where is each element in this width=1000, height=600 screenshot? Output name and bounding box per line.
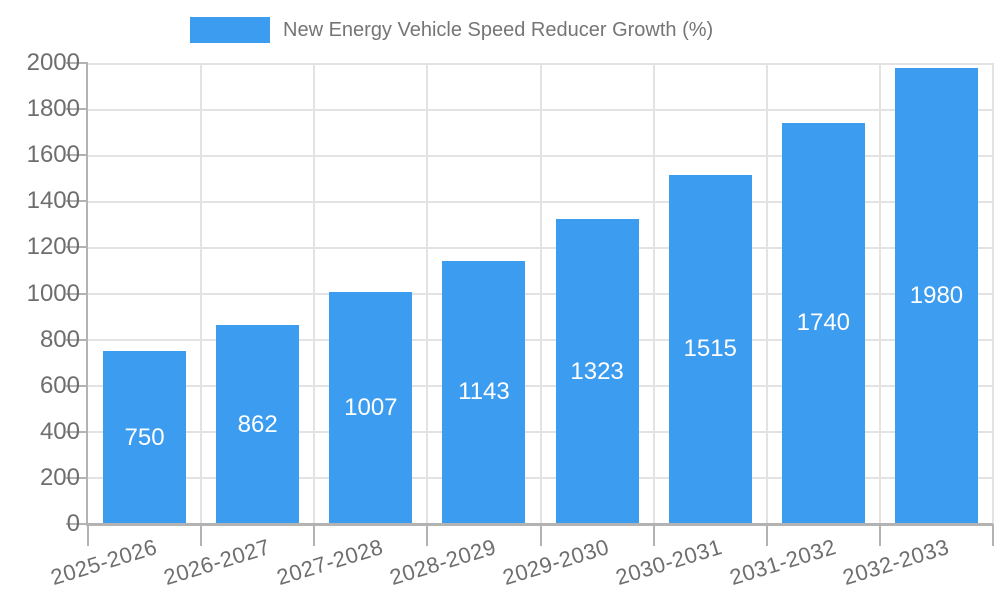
y-axis-tick	[66, 62, 88, 64]
gridline-vertical	[652, 63, 655, 524]
y-axis-tick	[66, 154, 88, 157]
legend-label: New Energy Vehicle Speed Reducer Growth …	[283, 18, 714, 41]
bar-value-label: 862	[237, 410, 278, 438]
y-axis-tick-label: 200	[39, 463, 80, 491]
gridline-vertical	[765, 63, 768, 524]
y-axis-tick	[66, 292, 88, 295]
y-axis-tick-label: 2000	[26, 49, 80, 76]
y-axis-tick	[66, 108, 88, 111]
y-axis-tick	[66, 476, 88, 479]
x-axis-tick	[765, 524, 768, 546]
bar-value-label: 1740	[796, 309, 851, 337]
gridline-vertical	[426, 63, 429, 524]
y-axis-tick-label: 400	[39, 417, 80, 445]
y-axis-tick	[66, 523, 88, 525]
bar[interactable]	[555, 219, 639, 524]
gridline-vertical	[313, 63, 316, 524]
bar[interactable]	[216, 325, 300, 524]
bar[interactable]	[781, 122, 865, 524]
x-axis-tick-label: 2028-2029	[387, 534, 500, 590]
x-axis-tick-label: 2032-2033	[839, 534, 952, 590]
legend-color-swatch	[190, 17, 270, 43]
y-axis-tick-label: 1600	[26, 141, 80, 169]
y-axis-tick	[66, 384, 88, 387]
x-axis-tick	[87, 524, 89, 546]
y-axis-tick-label: 1000	[26, 279, 80, 307]
y-axis-tick	[66, 200, 88, 203]
bar[interactable]	[668, 174, 752, 524]
x-axis-tick-label: 2025-2026	[47, 534, 160, 590]
x-axis-tick-label: 2029-2030	[500, 534, 613, 590]
y-axis-tick	[66, 246, 88, 249]
x-axis-line	[88, 523, 993, 526]
y-axis-tick-label: 1400	[26, 187, 80, 215]
x-axis-tick-label: 2030-2031	[613, 534, 726, 590]
gridline-vertical	[878, 63, 881, 524]
bar[interactable]	[442, 260, 526, 524]
bar[interactable]	[894, 67, 978, 524]
x-axis-tick	[539, 524, 542, 546]
y-axis-tick-label: 800	[39, 325, 80, 353]
y-axis-tick-label: 600	[39, 371, 80, 399]
bar-value-label: 1143	[458, 378, 510, 406]
y-axis-tick-label: 1200	[26, 233, 80, 261]
x-axis-tick	[992, 524, 994, 546]
y-axis-tick	[66, 338, 88, 341]
bar-value-label: 1323	[570, 357, 624, 385]
bar[interactable]	[329, 291, 413, 524]
gridline-vertical	[539, 63, 542, 524]
y-axis-tick	[66, 430, 88, 433]
bar-value-label: 750	[124, 423, 165, 451]
x-axis-tick	[878, 524, 881, 546]
bar-value-label: 1980	[909, 281, 964, 309]
y-axis-line	[86, 63, 88, 526]
legend[interactable]: New Energy Vehicle Speed Reducer Growth …	[190, 17, 713, 43]
bar-value-label: 1515	[683, 335, 737, 363]
gridline-vertical	[200, 63, 203, 524]
y-axis-tick-label: 1800	[26, 95, 80, 123]
y-axis-tick-label: 0	[66, 510, 80, 537]
bar[interactable]	[103, 351, 187, 524]
x-axis-tick	[313, 524, 316, 546]
x-axis-tick-label: 2031-2032	[726, 534, 839, 590]
bar-value-label: 1007	[344, 393, 398, 421]
gridline-vertical	[992, 63, 994, 524]
x-axis-tick	[200, 524, 203, 546]
x-axis-tick	[652, 524, 655, 546]
x-axis-tick-label: 2026-2027	[160, 534, 273, 590]
x-axis-tick-label: 2027-2028	[273, 534, 387, 590]
x-axis-tick	[426, 524, 429, 546]
